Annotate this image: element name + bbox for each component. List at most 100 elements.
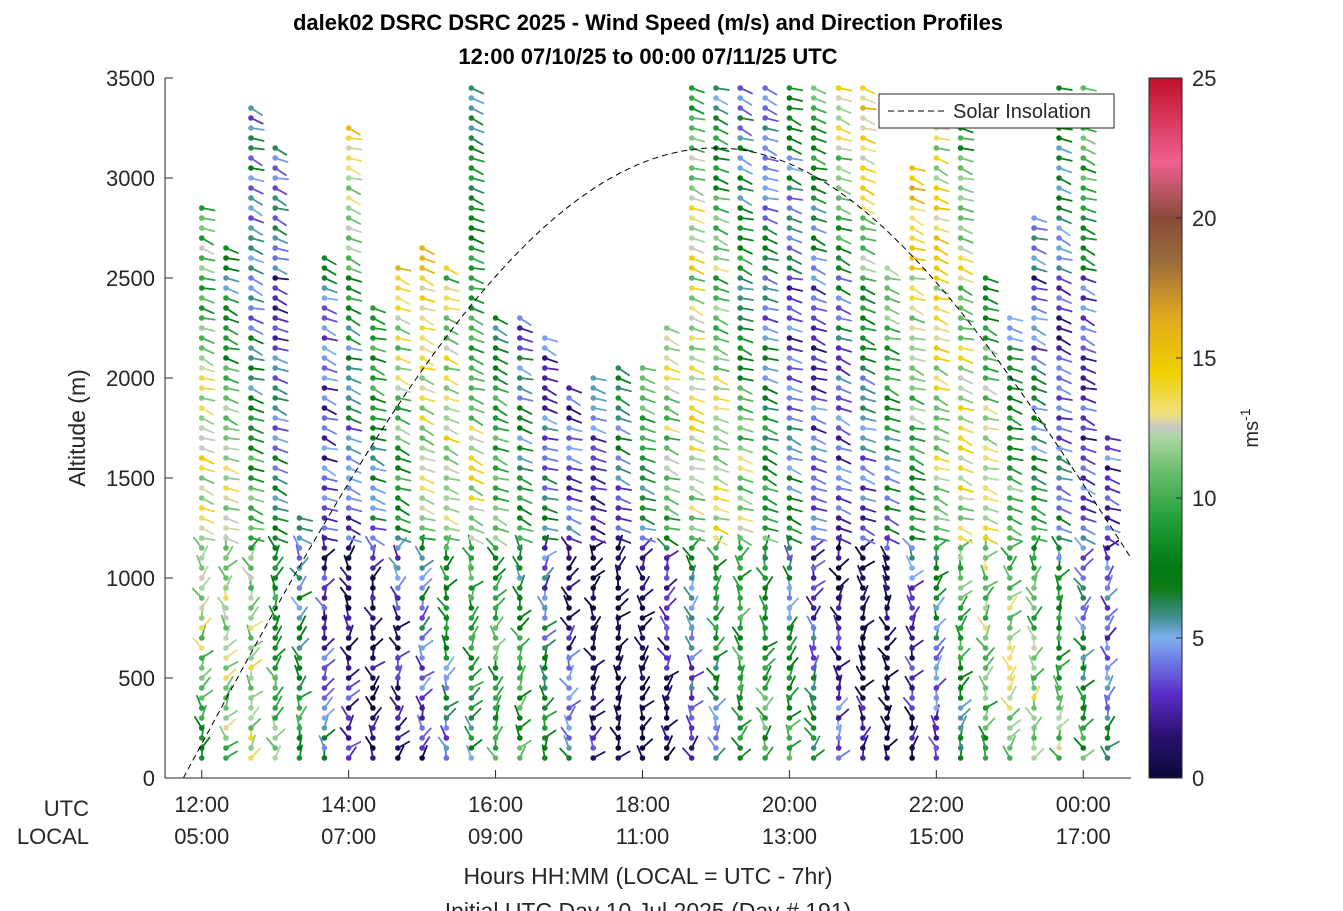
wind-barb-point (663, 535, 670, 541)
wind-barb-point (1104, 625, 1111, 631)
wind-barb-point (566, 755, 572, 761)
wind-barb-point (468, 545, 475, 551)
wind-barb-point (248, 315, 254, 321)
wind-barb-point (688, 365, 695, 371)
wind-barb-point (517, 585, 523, 591)
wind-barb-point (1031, 365, 1037, 371)
wind-barb-point (810, 565, 817, 571)
wind-barb-point (517, 545, 523, 551)
wind-barb-point (1031, 355, 1037, 361)
wind-barb-point (713, 705, 719, 711)
wind-barb-point (663, 695, 670, 701)
wind-barb-point (248, 325, 254, 331)
wind-barb-point (1080, 545, 1087, 551)
wind-barb-point (248, 105, 254, 111)
wind-barb-point (762, 295, 768, 301)
colorbar-tick-label: 0 (1192, 766, 1204, 791)
wind-barb-point (713, 715, 719, 721)
wind-barb-point (1056, 475, 1062, 481)
wind-barb-point (272, 535, 278, 541)
wind-barb-point (688, 485, 695, 491)
wind-barb-point (248, 335, 254, 341)
wind-barb-point (492, 405, 499, 411)
wind-barb-point (248, 295, 254, 301)
wind-barb-point (663, 355, 670, 361)
wind-barb-point (590, 615, 597, 621)
wind-barb-point (639, 605, 646, 611)
wind-barbs (191, 85, 1122, 761)
wind-barb-point (223, 525, 229, 531)
wind-barb-point (419, 255, 425, 261)
wind-barb-point (688, 615, 695, 621)
wind-barb-point (737, 465, 743, 471)
wind-barb-point (345, 595, 352, 601)
wind-barb-point (860, 485, 866, 491)
wind-barb-point (1104, 435, 1111, 441)
wind-barb-point (1031, 345, 1037, 351)
wind-barb-point (786, 175, 793, 181)
wind-barb-point (395, 605, 401, 611)
wind-barb-point (321, 695, 328, 701)
wind-barb-point (957, 135, 964, 141)
wind-barb-point (1056, 365, 1062, 371)
wind-barb-point (810, 265, 817, 271)
wind-barb-point (468, 265, 475, 271)
wind-barb-point (296, 665, 303, 671)
wind-barb-point (566, 525, 572, 531)
wind-barb-point (248, 375, 254, 381)
wind-barb-point (223, 305, 229, 311)
wind-barb-point (762, 665, 768, 671)
wind-barb-point (248, 475, 254, 481)
wind-barb-point (933, 635, 940, 641)
wind-barb-point (272, 245, 278, 251)
wind-barb-point (1056, 715, 1062, 721)
wind-barb-point (688, 465, 695, 471)
wind-barb-point (1104, 545, 1111, 551)
wind-barb-point (835, 445, 842, 451)
wind-barb-point (713, 605, 719, 611)
wind-barb-point (248, 465, 254, 471)
wind-barb-point (541, 545, 548, 551)
wind-barb-point (517, 445, 523, 451)
wind-barb-point (688, 305, 695, 311)
wind-barb-point (395, 495, 401, 501)
wind-barb-point (663, 345, 670, 351)
wind-barb-point (1031, 405, 1037, 411)
wind-barb-point (982, 725, 989, 731)
wind-barb-point (982, 575, 989, 581)
wind-barb-point (272, 715, 278, 721)
wind-barb-point (713, 275, 719, 281)
wind-barb-point (395, 315, 401, 321)
wind-barb-point (272, 525, 278, 531)
wind-barb-point (688, 555, 695, 561)
wind-barb-point (860, 225, 866, 231)
wind-barb-point (395, 385, 401, 391)
wind-barb-point (663, 445, 670, 451)
wind-barb-point (762, 215, 768, 221)
wind-barb-point (810, 165, 817, 171)
wind-barb-point (786, 385, 793, 391)
wind-barb-point (566, 635, 572, 641)
wind-barb-point (395, 425, 401, 431)
wind-barb-point (541, 595, 548, 601)
wind-barb-point (248, 695, 254, 701)
wind-barb-point (810, 145, 817, 151)
wind-barb-point (933, 255, 940, 261)
wind-barb-point (860, 255, 866, 261)
wind-barb-point (786, 245, 793, 251)
wind-barb-point (395, 645, 401, 651)
wind-barb-point (713, 615, 719, 621)
wind-barb-point (909, 685, 915, 691)
wind-barb-point (909, 315, 915, 321)
wind-barb-point (1104, 695, 1111, 701)
wind-barb-point (492, 345, 499, 351)
wind-barb-point (786, 145, 793, 151)
wind-barb-point (762, 315, 768, 321)
wind-barb-point (492, 585, 499, 591)
wind-barb-point (737, 605, 743, 611)
wind-barb-point (419, 315, 425, 321)
wind-barb-point (419, 405, 425, 411)
wind-barb-point (835, 335, 842, 341)
wind-barb-point (248, 445, 254, 451)
wind-barb-point (713, 415, 719, 421)
